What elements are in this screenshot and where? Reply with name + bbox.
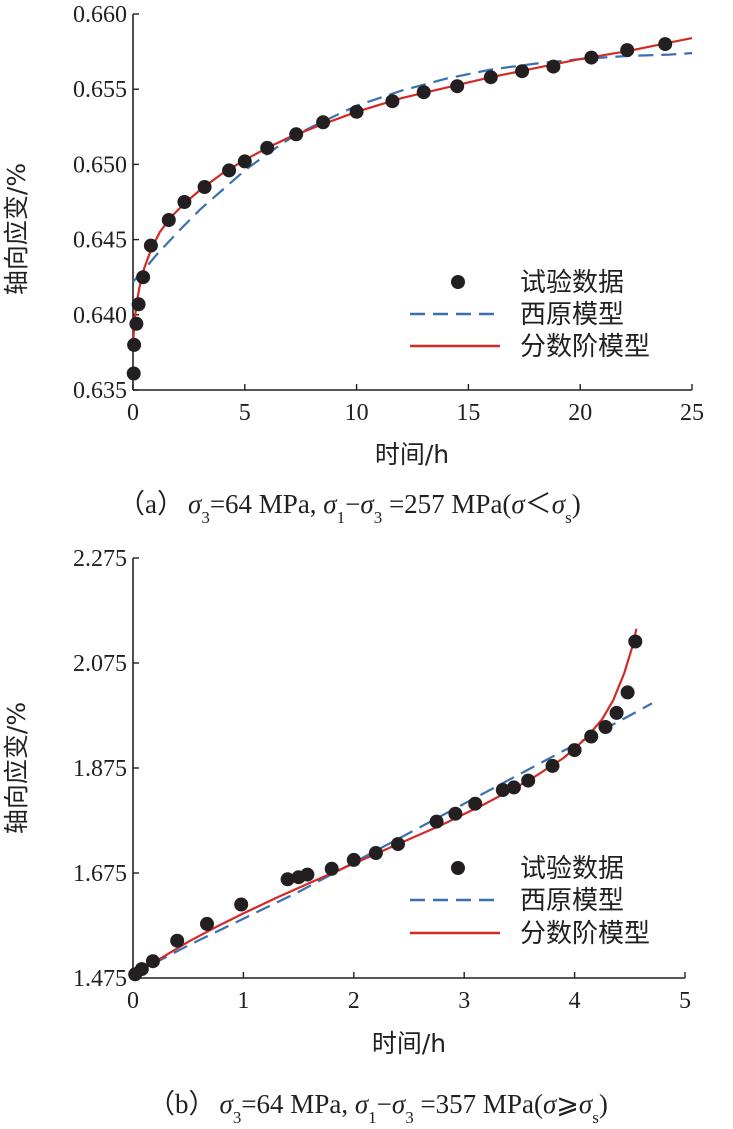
chart-a-series-nishihara-line	[132, 52, 693, 283]
chart-b-data-point	[448, 806, 463, 821]
chart-b-caption: （b） σ3=64 MPa, σ1−σ3 =357 MPa(σ⩾σs)	[148, 1089, 608, 1127]
chart-b-legend-nishihara-label: 西原模型	[520, 886, 624, 916]
chart-b-data-point	[598, 720, 613, 734]
chart-b-x-tick-label: 3	[458, 988, 470, 1014]
chart-a-legend-nishihara-label: 西原模型	[520, 300, 624, 330]
chart-b-data-point	[300, 867, 315, 882]
chart-a-data-point	[416, 85, 431, 100]
chart-a-x-tick-label: 10	[345, 400, 369, 426]
chart-a-x-tick-label: 15	[456, 400, 480, 426]
chart-b-y-tick-label: 1.475	[73, 966, 127, 992]
chart-a-y-tick-label: 0.645	[73, 228, 127, 254]
chart-b-plot-area	[128, 628, 653, 982]
chart-a-data-point	[260, 140, 275, 155]
chart-b-y-axis-label: 轴向应变/%	[2, 702, 31, 834]
chart-a-data-point	[584, 50, 599, 65]
chart-b-data-point	[200, 916, 214, 931]
chart-b-data-point	[468, 796, 483, 811]
chart-a-legend-data-marker	[451, 275, 465, 289]
chart-a-data-point	[136, 270, 151, 285]
chart-b-x-tick-label: 2	[348, 988, 360, 1014]
chart-b-x-tick-label: 1	[237, 988, 249, 1014]
chart-a-plot-area	[126, 37, 693, 381]
chart-b-legend-data-marker	[451, 861, 465, 875]
chart-a-legend-fractional-label: 分数阶模型	[520, 332, 650, 362]
chart-a-legend: 试验数据 西原模型 分数阶模型	[410, 268, 650, 362]
chart-a-data-point	[127, 337, 142, 352]
chart-a: 0.635 0.640 0.645 0.650 0.655 0.660 0 5 10 15 20 2…	[2, 2, 704, 527]
chart-b-x-ticks: 0 1 2 3 4 5	[127, 972, 691, 1014]
chart-a-data-point	[450, 79, 465, 94]
chart-b-legend-fractional-label: 分数阶模型	[520, 919, 650, 949]
chart-a-series-fractional-line	[131, 37, 693, 345]
chart-b-data-point	[391, 837, 405, 852]
chart-b-x-tick-label: 4	[569, 988, 581, 1014]
chart-b-data-point	[368, 846, 383, 860]
chart-a-data-point	[237, 154, 252, 169]
chart-b-y-tick-label: 2.075	[73, 651, 127, 677]
chart-a-x-tick-label: 5	[239, 400, 251, 426]
chart-a-data-point	[197, 180, 212, 194]
chart-b: 1.475 1.675 1.875 2.075 2.275 0 1 2 3 4 5 时间/h 轴向…	[2, 546, 691, 1127]
chart-b-data-point	[545, 758, 560, 773]
chart-a-data-point	[316, 115, 331, 130]
chart-a-data-point	[126, 366, 141, 381]
chart-a-data-point	[349, 104, 364, 119]
chart-b-data-point	[280, 872, 295, 887]
chart-b-x-tick-label: 0	[127, 988, 139, 1014]
chart-a-data-point	[143, 238, 158, 253]
chart-a-data-point	[620, 43, 635, 58]
chart-a-data-point	[129, 316, 144, 331]
chart-a-y-tick-label: 0.655	[73, 77, 127, 103]
chart-b-y-tick-label: 1.875	[73, 756, 127, 782]
chart-a-x-axis-label: 时间/h	[375, 440, 449, 469]
chart-a-y-tick-label: 0.640	[73, 303, 127, 329]
chart-b-legend-data-label: 试验数据	[520, 854, 624, 884]
chart-b-data-point	[134, 962, 149, 977]
chart-a-x-tick-label: 25	[680, 400, 704, 426]
chart-a-x-ticks: 0 5 10 15 20 25	[127, 384, 704, 426]
chart-b-data-point	[506, 780, 521, 795]
chart-a-data-point	[515, 64, 530, 79]
chart-b-data-point	[170, 933, 185, 948]
chart-a-y-tick-label: 0.635	[73, 378, 127, 404]
chart-b-x-tick-label: 5	[679, 988, 691, 1014]
chart-a-y-axis-label: 轴向应变/%	[2, 163, 31, 295]
chart-b-y-tick-label: 1.675	[73, 861, 127, 887]
chart-b-data-point	[567, 743, 582, 758]
chart-b-data-point	[584, 729, 599, 744]
chart-b-data-point	[429, 814, 444, 829]
chart-a-data-point	[289, 127, 304, 142]
chart-b-data-point	[495, 783, 510, 797]
chart-a-data-point	[658, 37, 673, 52]
chart-a-legend-data-label: 试验数据	[520, 268, 624, 298]
chart-b-data-point	[620, 685, 635, 700]
chart-a-y-ticks: 0.635 0.640 0.645 0.650 0.655 0.660	[73, 2, 139, 404]
chart-b-legend: 试验数据 西原模型 分数阶模型	[410, 854, 650, 949]
chart-a-data-point	[177, 195, 192, 209]
chart-a-caption: （a） σ3=64 MPa, σ1−σ3 =257 MPa(σ＜σs)	[118, 489, 581, 527]
chart-a-data-point	[546, 59, 561, 74]
chart-a-data-point	[385, 94, 400, 109]
chart-a-data-point	[161, 213, 176, 227]
chart-b-data-point	[346, 852, 361, 867]
chart-a-y-tick-label: 0.650	[73, 152, 127, 178]
chart-b-data-point	[628, 634, 643, 649]
chart-a-x-tick-label: 20	[568, 400, 592, 426]
chart-b-data-point	[324, 861, 339, 876]
chart-b-data-point	[234, 897, 249, 912]
chart-b-y-ticks: 1.475 1.675 1.875 2.075 2.275	[73, 546, 139, 992]
chart-a-data-point	[483, 70, 498, 85]
chart-a-y-tick-label: 0.660	[73, 2, 127, 28]
chart-b-x-axis-label: 时间/h	[372, 1029, 446, 1058]
chart-b-y-tick-label: 2.275	[73, 546, 127, 572]
chart-b-data-point	[145, 954, 160, 969]
chart-a-data-point	[222, 163, 237, 178]
chart-a-x-tick-label: 0	[127, 400, 139, 426]
chart-b-data-point	[609, 705, 624, 720]
chart-b-data-point	[521, 773, 536, 788]
chart-a-data-point	[131, 297, 146, 312]
